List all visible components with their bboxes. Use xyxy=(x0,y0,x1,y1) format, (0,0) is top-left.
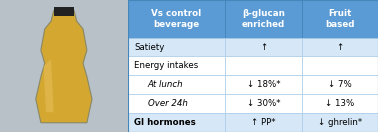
Text: ↓ 18%*: ↓ 18%* xyxy=(247,80,280,89)
Bar xyxy=(128,38,225,56)
Text: ↑ PP*: ↑ PP* xyxy=(251,118,276,127)
Text: ↓ 13%: ↓ 13% xyxy=(325,99,355,108)
Text: ↓ 30%*: ↓ 30%* xyxy=(247,99,280,108)
Bar xyxy=(128,113,225,132)
Bar xyxy=(225,75,302,94)
Bar xyxy=(128,0,225,38)
Text: ↓ ghrelin*: ↓ ghrelin* xyxy=(318,118,362,127)
Text: Satiety: Satiety xyxy=(134,43,164,52)
Text: Vs control
beverage: Vs control beverage xyxy=(152,9,202,29)
Bar xyxy=(225,38,302,56)
Bar xyxy=(302,75,378,94)
Text: Energy intakes: Energy intakes xyxy=(134,61,198,70)
Text: Fruit
based: Fruit based xyxy=(325,9,355,29)
Text: GI hormones: GI hormones xyxy=(134,118,196,127)
Polygon shape xyxy=(43,59,54,112)
Bar xyxy=(302,56,378,75)
Bar xyxy=(302,0,378,38)
Bar xyxy=(128,75,225,94)
Bar xyxy=(225,56,302,75)
Polygon shape xyxy=(54,7,74,16)
Bar xyxy=(302,94,378,113)
Polygon shape xyxy=(36,11,92,123)
Text: ↓ 7%: ↓ 7% xyxy=(328,80,352,89)
Text: ↑: ↑ xyxy=(336,43,344,52)
Bar xyxy=(225,94,302,113)
Text: At lunch: At lunch xyxy=(148,80,183,89)
Bar xyxy=(302,113,378,132)
Bar xyxy=(128,56,225,75)
Bar xyxy=(302,38,378,56)
Text: ↑: ↑ xyxy=(260,43,267,52)
Text: β-glucan
enriched: β-glucan enriched xyxy=(242,9,285,29)
Bar xyxy=(128,94,225,113)
Bar xyxy=(225,113,302,132)
Text: Over 24h: Over 24h xyxy=(148,99,187,108)
Bar xyxy=(225,0,302,38)
